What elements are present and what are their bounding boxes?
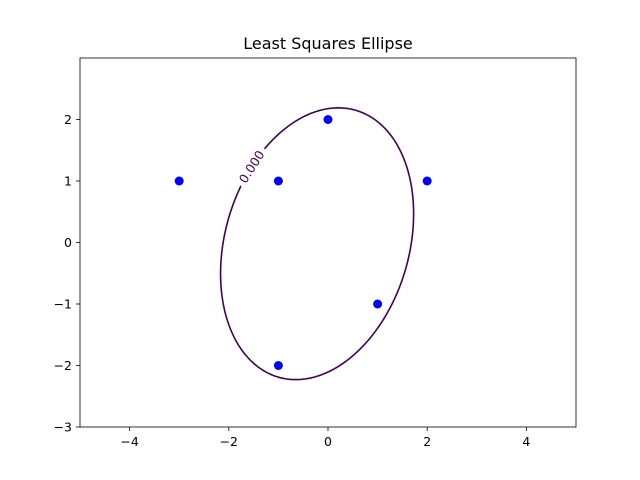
data-point — [273, 361, 283, 370]
y-tick-label: 0 — [64, 235, 72, 250]
y-tick-label: −1 — [54, 297, 72, 312]
data-point — [323, 115, 333, 124]
y-axis: −3 −2 −1 0 1 2 — [54, 112, 80, 435]
data-points — [174, 115, 432, 370]
ellipse-contour — [219, 107, 415, 381]
plot-frame — [79, 57, 577, 428]
contour-label-background — [233, 143, 271, 190]
data-point — [422, 176, 432, 186]
data-point — [273, 176, 283, 186]
chart-title: Least Squares Ellipse — [243, 34, 413, 53]
data-point — [174, 176, 184, 186]
data-point — [373, 299, 383, 309]
x-tick-label: −4 — [120, 434, 138, 449]
x-tick-label: 4 — [522, 434, 530, 449]
y-tick-label: 1 — [64, 174, 72, 189]
y-tick-label: 2 — [64, 112, 72, 127]
x-axis: −4 −2 0 2 4 — [120, 427, 530, 449]
x-tick-label: 2 — [423, 434, 431, 449]
y-tick-label: −2 — [54, 358, 72, 373]
x-tick-label: 0 — [324, 434, 332, 449]
y-tick-label: −3 — [54, 420, 72, 435]
x-tick-label: −2 — [220, 434, 238, 449]
